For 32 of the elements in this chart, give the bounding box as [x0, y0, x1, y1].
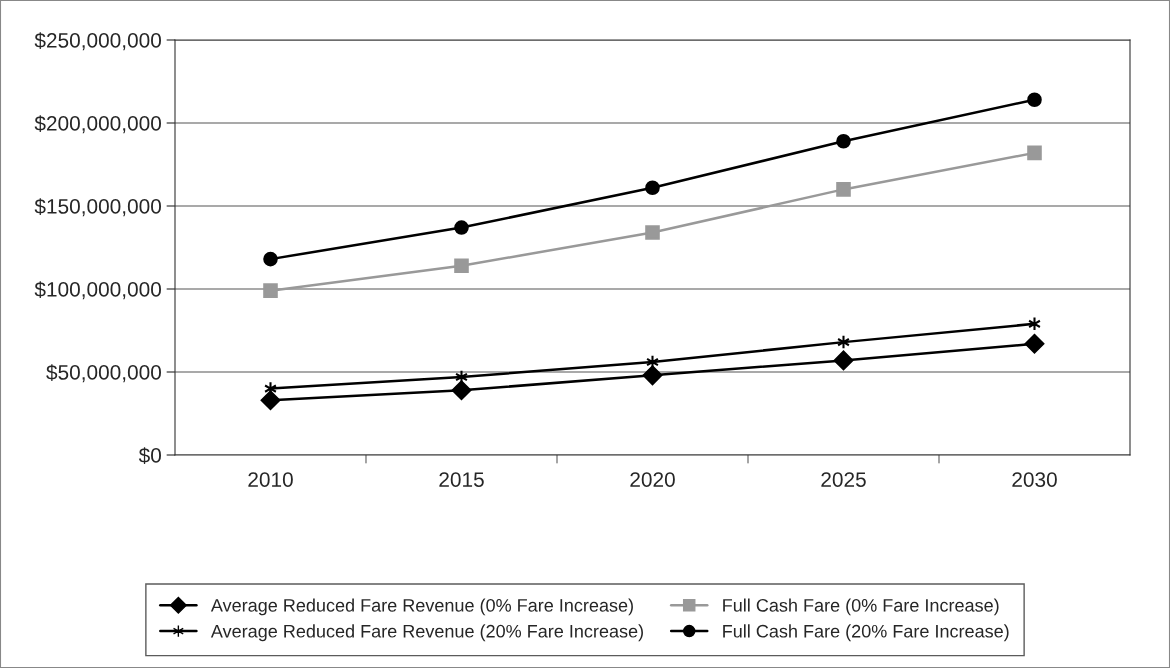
point — [837, 334, 850, 350]
x-tick-label: 2015 — [439, 472, 484, 487]
point — [1024, 333, 1045, 354]
point — [645, 225, 660, 240]
y-tick-label: $0 — [138, 447, 161, 464]
x-tick-label: 2020 — [630, 472, 675, 487]
y-tick-label: $50,000,000 — [46, 364, 161, 383]
point — [1027, 92, 1042, 108]
point — [451, 380, 472, 401]
x-tick-label: 2030 — [1012, 472, 1057, 487]
point — [263, 283, 278, 298]
legend-label: Full Cash Fare (0% Fare Increase) — [723, 598, 999, 616]
point — [1027, 145, 1042, 161]
point — [260, 390, 281, 411]
y-tick-label: $250,000,000 — [34, 32, 161, 51]
y-tick-label: $150,000,000 — [34, 198, 161, 217]
legend-label: Average Reduced Fare Revenue (20% Fare Increase) — [210, 624, 643, 642]
point — [454, 258, 469, 274]
point — [645, 180, 660, 196]
y-tick-label: $100,000,000 — [34, 281, 161, 300]
point — [642, 365, 663, 386]
point — [454, 220, 469, 235]
x-tick-label: 2025 — [821, 472, 866, 487]
point — [833, 350, 854, 371]
legend-label: Average Reduced Fare Revenue (0% Fare Increase) — [210, 598, 633, 616]
point — [836, 133, 851, 149]
x-tick-label: 2010 — [248, 472, 293, 487]
point — [1028, 316, 1041, 332]
point — [836, 182, 851, 197]
legend-label: Full Cash Fare (20% Fare Increase) — [723, 624, 1009, 642]
point — [263, 251, 278, 267]
y-tick-label: $200,000,000 — [34, 115, 161, 134]
